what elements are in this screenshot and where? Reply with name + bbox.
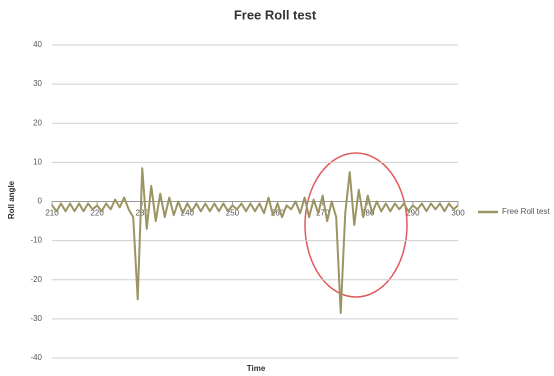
y-tick-label: 20 [33, 118, 42, 127]
y-tick-label: 10 [33, 157, 42, 166]
data-line [51, 167, 459, 315]
y-tick-label: -20 [30, 275, 42, 284]
x-tick-label: 250 [226, 209, 240, 218]
y-tick-label: -40 [30, 353, 42, 362]
x-tick-label: 220 [90, 209, 104, 218]
x-tick-label: 290 [406, 209, 420, 218]
x-tick-label: 210 [45, 209, 59, 218]
x-tick-label: 270 [316, 209, 330, 218]
legend-label: Free Roll test [502, 207, 550, 216]
x-tick-label: 280 [361, 209, 375, 218]
y-tick-label: 40 [33, 40, 42, 49]
y-tick-label: -10 [30, 236, 42, 245]
y-axis-label: Roll angle [7, 180, 16, 219]
x-tick-label: 230 [136, 209, 150, 218]
x-tick-label: 240 [181, 209, 195, 218]
x-tick-label: 260 [271, 209, 285, 218]
y-tick-label: -30 [30, 314, 42, 323]
x-tick-label: 300 [451, 209, 465, 218]
highlight-ellipse [304, 152, 408, 298]
y-tick-label: 0 [38, 197, 43, 206]
chart-title: Free Roll test [234, 7, 317, 22]
x-axis-label: Time [247, 364, 266, 373]
y-tick-label: 30 [33, 79, 42, 88]
